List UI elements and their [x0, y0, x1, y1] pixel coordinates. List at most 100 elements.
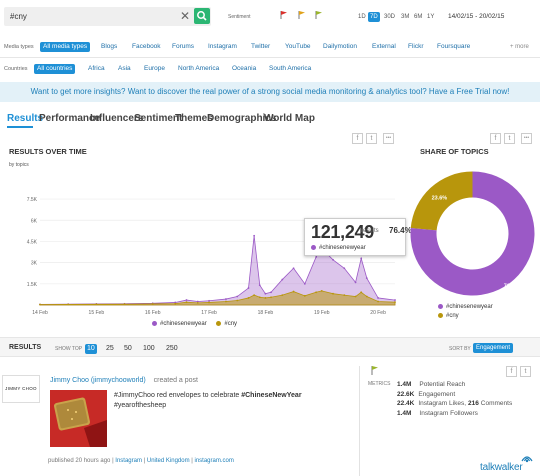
show-top-100[interactable]: 100	[143, 345, 155, 352]
show-top-10[interactable]: 10	[85, 344, 97, 354]
tooltip-percent: 76.4%	[389, 226, 412, 235]
range-1d[interactable]: 1D	[358, 14, 366, 20]
series-cny-point	[292, 290, 295, 293]
country-asia[interactable]: Asia	[118, 65, 131, 72]
source-link[interactable]: Instagram	[115, 458, 142, 464]
talkwalker-logo: talkwalker	[480, 462, 523, 473]
series-cny-point	[39, 303, 41, 306]
more-options-icon[interactable]: •••	[383, 133, 394, 144]
range-30d[interactable]: 30D	[384, 14, 396, 20]
y-tick-label: 4.5K	[27, 239, 38, 245]
sort-select[interactable]: Engagement	[473, 343, 514, 353]
hashtag-yearofthesheep[interactable]: #yearofthesheep	[114, 402, 167, 409]
country-oceania[interactable]: Oceania	[232, 65, 257, 72]
donut-legend-cny[interactable]: #cny	[438, 312, 493, 321]
clear-icon[interactable]: ✕	[180, 9, 191, 23]
media-youtube[interactable]: YouTube	[285, 43, 311, 50]
series-chinesenewyear-point	[185, 299, 188, 301]
tab-sentiment[interactable]: Sentiment	[134, 113, 183, 124]
tab-themes[interactable]: Themes	[175, 113, 213, 124]
country-north-america[interactable]: North America	[178, 65, 220, 72]
tab-influencers[interactable]: Influencers	[90, 113, 144, 124]
search-input[interactable]	[4, 7, 174, 26]
media-flickr[interactable]: Flickr	[408, 43, 424, 50]
free-trial-banner[interactable]: Want to get more insights? Want to disco…	[0, 82, 540, 102]
metrics-list: 1.4M Potential Reach 22.6K Engagement 22…	[397, 381, 513, 417]
media-foursquare[interactable]: Foursquare	[437, 43, 471, 50]
sort-by-label: SORT BY	[449, 346, 471, 352]
series-cny-point	[253, 294, 256, 297]
country-europe[interactable]: Europe	[144, 65, 165, 72]
hashtag-chinesenewyear[interactable]: #ChineseNewYear	[241, 392, 302, 399]
series-chinesenewyear-point	[236, 295, 239, 298]
media-facebook[interactable]: Facebook	[132, 43, 161, 50]
range-7d[interactable]: 7D	[368, 12, 380, 22]
facebook-share-icon[interactable]: f	[506, 366, 517, 377]
y-tick-label: 3K	[31, 261, 38, 267]
series-cny-point	[360, 291, 363, 294]
country-africa[interactable]: Africa	[88, 65, 105, 72]
donut-slice-chinesenewyear[interactable]	[410, 171, 535, 296]
twitter-share-icon[interactable]: t	[504, 133, 515, 144]
legend-item-chinesenewyear[interactable]: #chinesenewyear	[152, 321, 207, 327]
sentiment-label: Sentiment	[228, 14, 251, 20]
facebook-share-icon[interactable]: f	[490, 133, 501, 144]
facebook-share-icon[interactable]: f	[352, 133, 363, 144]
media-instagram[interactable]: Instagram	[208, 43, 237, 50]
media-types-label: Media types	[4, 44, 34, 50]
media-external[interactable]: External	[372, 43, 396, 50]
date-range-picker[interactable]: 14/02/15 - 20/02/15	[448, 13, 505, 20]
media-twitter[interactable]: Twitter	[251, 43, 271, 50]
range-6m[interactable]: 6M	[414, 14, 423, 20]
show-top-250[interactable]: 250	[166, 345, 178, 352]
tab-performance[interactable]: Performance	[39, 113, 101, 124]
series-cny-point	[315, 291, 318, 294]
series-cny-point	[332, 292, 334, 295]
series-chinesenewyear-point	[365, 277, 368, 280]
neutral-flag-icon[interactable]	[298, 11, 306, 19]
series-chinesenewyear-point	[208, 299, 210, 302]
series-cny-point	[236, 299, 239, 302]
tab-results[interactable]: Results	[7, 113, 44, 124]
more-options-icon[interactable]: •••	[521, 133, 532, 144]
series-chinesenewyear-point	[377, 297, 379, 299]
range-1y[interactable]: 1Y	[427, 14, 435, 20]
country-link[interactable]: United Kingdom	[146, 458, 190, 464]
series-cny-point	[67, 303, 70, 306]
tab-demographics[interactable]: Demographics	[207, 113, 277, 124]
series-cny-point	[320, 289, 323, 292]
chart-subtitle: by topics	[9, 162, 29, 168]
positive-flag-icon[interactable]	[315, 11, 323, 19]
series-chinesenewyear-point	[332, 258, 334, 261]
media-all[interactable]: All media types	[40, 42, 91, 52]
media-more[interactable]: + more	[510, 44, 529, 50]
range-3m[interactable]: 3M	[401, 14, 410, 20]
author-link[interactable]: Jimmy Choo (jimmychooworld)	[50, 377, 146, 384]
twitter-share-icon[interactable]: t	[520, 366, 531, 377]
series-chinesenewyear-point	[315, 256, 318, 258]
post-image[interactable]	[50, 390, 107, 447]
domain-link[interactable]: instagram.com	[194, 458, 234, 464]
media-blogs[interactable]: Blogs	[101, 43, 118, 50]
media-forums[interactable]: Forums	[172, 43, 195, 50]
legend-item-cny[interactable]: #cny	[216, 321, 237, 327]
country-all[interactable]: All countries	[34, 64, 76, 74]
negative-flag-icon[interactable]	[280, 11, 288, 19]
series-chinesenewyear-point	[264, 292, 267, 295]
avatar[interactable]: JIMMY CHOO	[2, 375, 40, 403]
show-top-50[interactable]: 50	[124, 345, 132, 352]
show-top-25[interactable]: 25	[106, 345, 114, 352]
tab-world-map[interactable]: World Map	[264, 113, 315, 124]
neutral-flag-icon[interactable]	[371, 366, 379, 375]
donut-slice-cny[interactable]	[410, 171, 473, 231]
series-cny-point	[264, 297, 267, 299]
series-cny-point	[281, 294, 284, 297]
twitter-share-icon[interactable]: t	[366, 133, 377, 144]
countries-label: Countries	[4, 66, 28, 72]
country-south-america[interactable]: South America	[269, 65, 312, 72]
donut-legend-chinesenewyear[interactable]: #chinesenewyear	[438, 303, 493, 312]
series-cny-point	[394, 301, 396, 304]
donut-data-label: 76.4%	[504, 284, 520, 290]
media-dailymotion[interactable]: Dailymotion	[323, 43, 357, 50]
search-button[interactable]	[194, 8, 210, 24]
